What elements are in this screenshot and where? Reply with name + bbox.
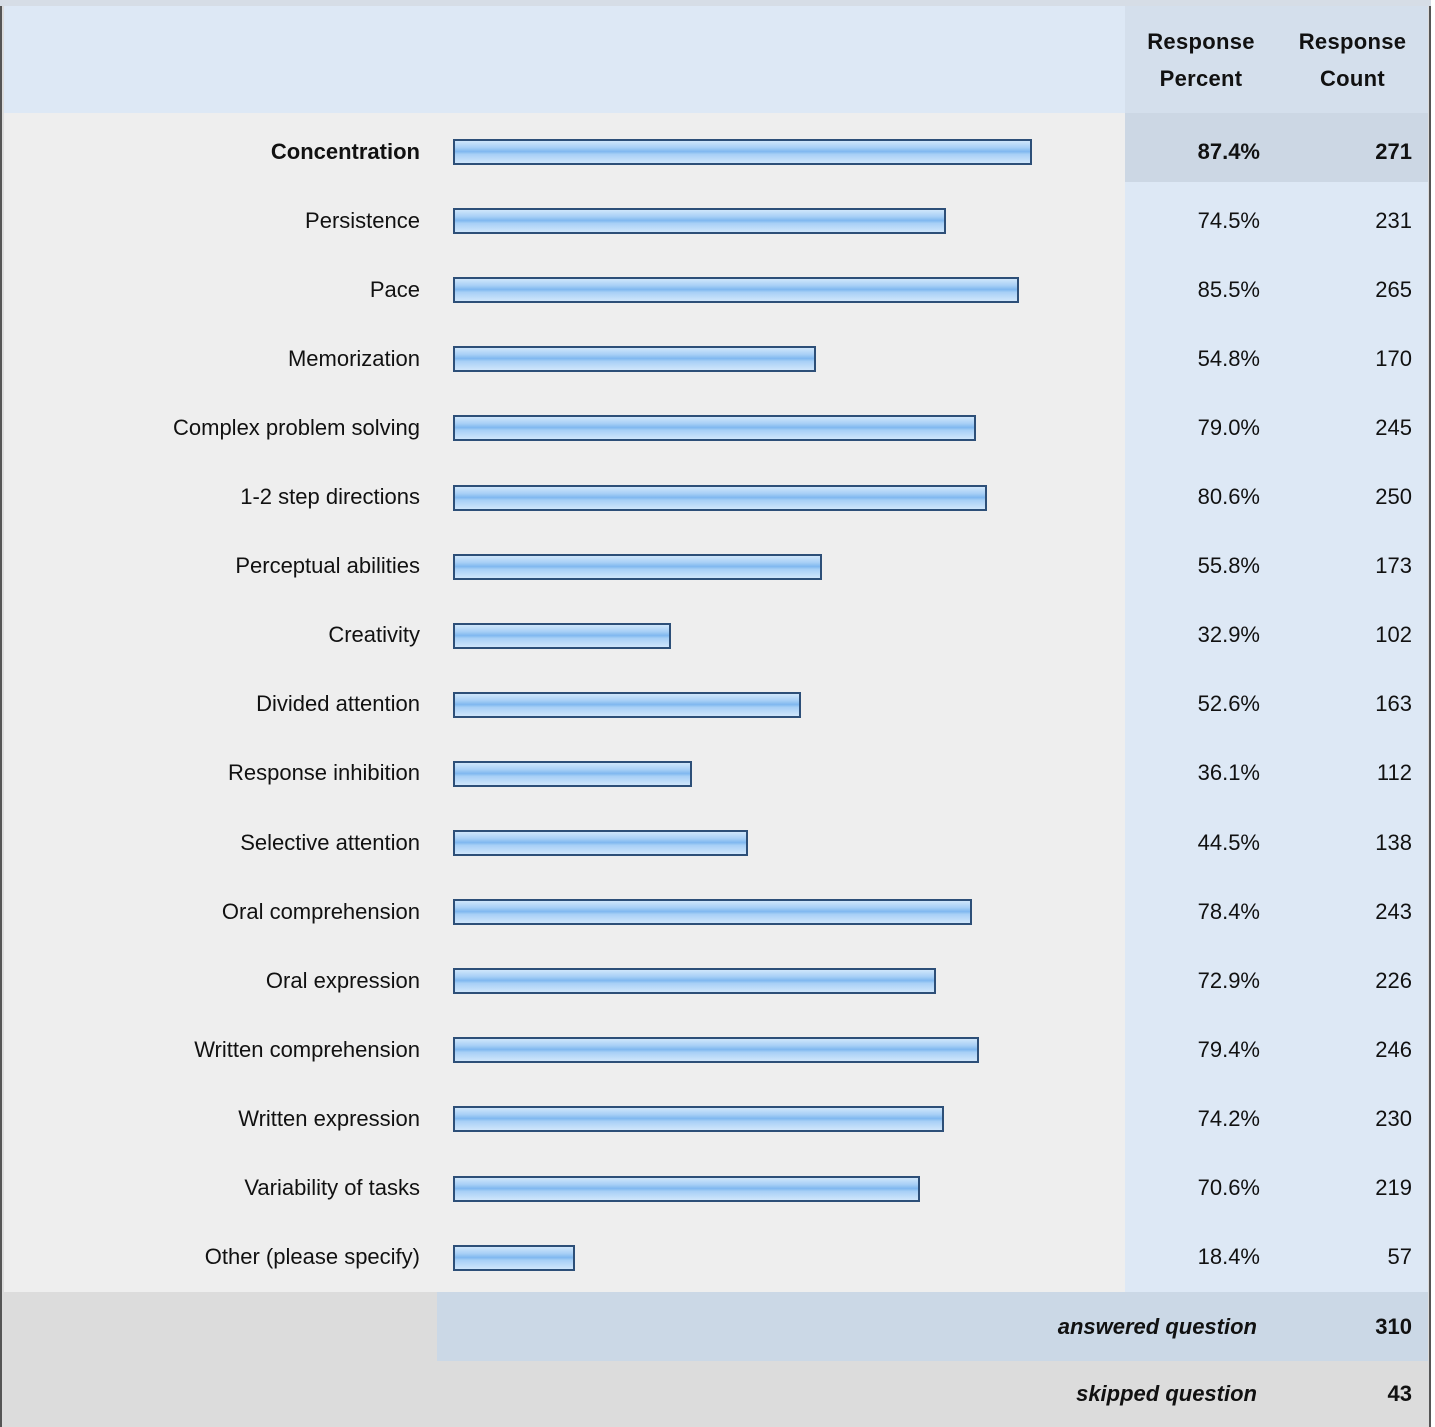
chart-row: Response inhibition 36.1% 112 xyxy=(0,739,1431,808)
chart-row: Selective attention 44.5% 138 xyxy=(0,808,1431,877)
bar xyxy=(453,208,946,235)
response-percent-value: 85.5% xyxy=(1197,276,1260,302)
bar xyxy=(453,1037,979,1064)
bar xyxy=(453,691,801,718)
response-percent-value: 55.8% xyxy=(1197,553,1260,579)
response-count-value: 138 xyxy=(1375,829,1412,855)
category-label: Oral comprehension xyxy=(221,898,420,924)
chart-row: Other (please specify) 18.4% 57 xyxy=(0,1223,1431,1292)
category-label: Variability of tasks xyxy=(244,1175,420,1200)
response-percent-value: 74.5% xyxy=(1197,207,1260,233)
response-count-value: 230 xyxy=(1375,1105,1412,1131)
values-column-background xyxy=(1125,113,1428,1292)
chart-row: Variability of tasks 70.6% 219 xyxy=(0,1154,1431,1223)
chart-row: Perceptual abilities 55.8% 173 xyxy=(0,532,1431,601)
category-label: Oral expression xyxy=(265,967,420,993)
category-label: Written comprehension xyxy=(194,1036,420,1062)
bar xyxy=(453,1175,920,1202)
response-count-value: 102 xyxy=(1375,622,1412,648)
response-count-value: 231 xyxy=(1375,207,1412,233)
bar xyxy=(453,899,972,926)
category-label: Creativity xyxy=(328,622,420,648)
bar xyxy=(453,346,816,373)
response-count-value: 243 xyxy=(1375,898,1412,924)
chart-row: Oral expression 72.9% 226 xyxy=(0,946,1431,1015)
top-band xyxy=(0,0,1431,6)
skipped-question-label: skipped question xyxy=(1076,1381,1257,1406)
answered-row-band xyxy=(437,1292,1428,1361)
skipped-row xyxy=(4,1361,1428,1427)
chart-row: Concentration 87.4% 271 xyxy=(0,113,1431,186)
header-response-percent: Response Percent xyxy=(1125,6,1277,113)
chart-row: Complex problem solving 79.0% 245 xyxy=(0,393,1431,462)
response-percent-value: 54.8% xyxy=(1197,345,1260,371)
response-percent-label: Response Percent xyxy=(1147,28,1255,91)
response-count-value: 245 xyxy=(1375,414,1412,440)
answered-question-value: 310 xyxy=(1375,1313,1412,1339)
response-percent-value: 70.6% xyxy=(1197,1175,1260,1200)
response-percent-value: 80.6% xyxy=(1197,484,1260,509)
chart-row: Pace 85.5% 265 xyxy=(0,255,1431,324)
chart-row: 1-2 step directions 80.6% 250 xyxy=(0,463,1431,532)
bar xyxy=(453,415,976,442)
response-count-value: 250 xyxy=(1375,484,1412,509)
bar xyxy=(453,760,692,787)
category-label: Complex problem solving xyxy=(173,414,420,440)
category-label: Perceptual abilities xyxy=(235,553,420,579)
category-label: Written expression xyxy=(238,1105,420,1131)
bar xyxy=(453,830,748,856)
chart-row: Persistence 74.5% 231 xyxy=(0,186,1431,255)
response-percent-value: 74.2% xyxy=(1197,1105,1260,1131)
highlighted-values-cell xyxy=(1125,113,1428,182)
response-count-value: 246 xyxy=(1375,1036,1412,1062)
bar xyxy=(453,139,1032,165)
chart-row: Written comprehension 79.4% 246 xyxy=(0,1015,1431,1084)
response-percent-value: 36.1% xyxy=(1197,760,1260,786)
chart-row: Creativity 32.9% 102 xyxy=(0,601,1431,670)
category-label: Other (please specify) xyxy=(204,1244,420,1270)
answered-question-label: answered question xyxy=(1057,1313,1257,1339)
skipped-question-value: 43 xyxy=(1387,1381,1412,1406)
category-label: 1-2 step directions xyxy=(240,484,420,509)
chart-row: Oral comprehension 78.4% 243 xyxy=(0,877,1431,946)
category-label: Concentration xyxy=(270,138,420,164)
category-label: Selective attention xyxy=(240,829,420,855)
category-label: Pace xyxy=(369,276,420,302)
response-percent-value: 18.4% xyxy=(1197,1244,1260,1270)
bar xyxy=(453,484,987,511)
response-count-label: Response Count xyxy=(1298,28,1407,91)
category-label: Response inhibition xyxy=(227,760,420,786)
bar xyxy=(453,277,1019,304)
response-percent-value: 79.4% xyxy=(1197,1036,1260,1062)
bar xyxy=(453,553,822,580)
response-count-value: 271 xyxy=(1375,138,1412,164)
response-count-value: 173 xyxy=(1375,553,1412,579)
category-label: Persistence xyxy=(305,207,420,233)
response-percent-value: 44.5% xyxy=(1197,829,1260,855)
response-count-value: 112 xyxy=(1376,760,1412,786)
response-count-value: 265 xyxy=(1375,276,1412,302)
response-percent-value: 79.0% xyxy=(1197,414,1260,440)
chart-row: Memorization 54.8% 170 xyxy=(0,324,1431,393)
response-count-value: 170 xyxy=(1375,345,1412,371)
response-percent-value: 52.6% xyxy=(1197,691,1260,717)
response-count-value: 219 xyxy=(1375,1175,1412,1200)
response-percent-value: 87.4% xyxy=(1197,138,1260,164)
response-count-value: 163 xyxy=(1375,691,1412,717)
category-label: Divided attention xyxy=(256,691,420,717)
response-count-value: 57 xyxy=(1387,1244,1412,1270)
bar xyxy=(453,1244,575,1271)
chart-row: Written expression 74.2% 230 xyxy=(0,1084,1431,1153)
chart-row: Divided attention 52.6% 163 xyxy=(0,670,1431,739)
bar xyxy=(453,968,936,995)
response-percent-value: 32.9% xyxy=(1197,622,1260,648)
bar xyxy=(453,1106,944,1133)
response-percent-value: 72.9% xyxy=(1197,967,1260,993)
response-percent-value: 78.4% xyxy=(1197,898,1260,924)
category-label: Memorization xyxy=(287,345,420,371)
bar xyxy=(453,622,671,649)
response-count-value: 226 xyxy=(1375,967,1412,993)
header-response-count: Response Count xyxy=(1277,6,1428,113)
